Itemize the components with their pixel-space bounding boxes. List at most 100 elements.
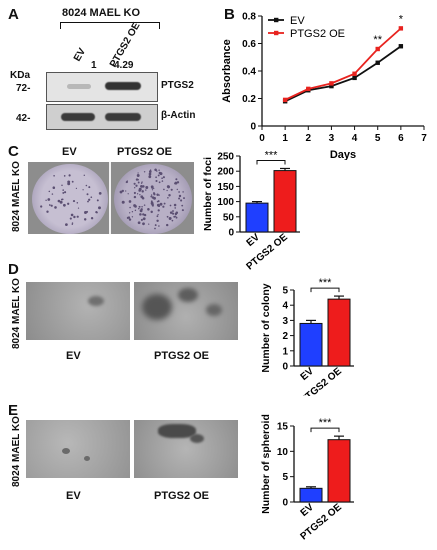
focus-dot bbox=[174, 207, 176, 209]
focus-dot bbox=[166, 223, 169, 227]
focus-dot bbox=[131, 211, 134, 213]
y-tick-label: 15 bbox=[277, 422, 289, 433]
focus-dot bbox=[136, 174, 140, 177]
spheroid-dot bbox=[158, 424, 196, 438]
focus-dot bbox=[166, 215, 169, 218]
panel-e-side-label: 8024 MAEL KO bbox=[11, 416, 22, 487]
panel-d-side-label: 8024 MAEL KO bbox=[11, 278, 22, 349]
panel-d-label-ev: EV bbox=[66, 350, 81, 362]
focus-dot bbox=[127, 193, 129, 195]
focus-dot bbox=[151, 189, 154, 191]
focus-dot bbox=[129, 212, 131, 214]
significance-bracket bbox=[310, 427, 340, 433]
bar-ptgs2 bbox=[273, 170, 297, 233]
focus-dot bbox=[137, 172, 139, 174]
y-tick-label: 0 bbox=[228, 228, 234, 239]
panel-a-header: 8024 MAEL KO bbox=[62, 7, 141, 19]
focus-dot bbox=[76, 202, 79, 204]
spheroid-dot bbox=[190, 434, 204, 443]
focus-dot bbox=[168, 193, 171, 197]
y-tick-label: 10 bbox=[277, 447, 289, 458]
focus-dot bbox=[141, 196, 145, 200]
focus-dot bbox=[140, 184, 143, 188]
focus-dot bbox=[141, 190, 144, 193]
legend-label: EV bbox=[290, 15, 305, 27]
series-line-ptgs2 bbox=[284, 27, 402, 101]
focus-dot bbox=[126, 216, 130, 220]
focus-dot bbox=[162, 176, 165, 179]
colony-blob bbox=[206, 304, 222, 316]
data-point bbox=[352, 75, 357, 81]
focus-dot bbox=[156, 193, 159, 197]
focus-dot bbox=[148, 172, 152, 176]
focus-dot bbox=[71, 222, 74, 224]
x-tick-label: 7 bbox=[421, 133, 427, 144]
focus-dot bbox=[157, 174, 160, 177]
focus-dot bbox=[147, 208, 150, 211]
foci-well-ptgs2 bbox=[114, 164, 192, 234]
focus-dot bbox=[135, 178, 139, 181]
focus-dot bbox=[156, 170, 158, 172]
focus-dot bbox=[70, 213, 74, 217]
focus-dot bbox=[159, 202, 163, 206]
focus-dot bbox=[137, 181, 140, 184]
focus-dot bbox=[159, 172, 163, 176]
focus-dot bbox=[88, 198, 91, 201]
y-tick-label: 0 bbox=[282, 362, 288, 373]
focus-dot bbox=[139, 194, 141, 196]
focus-dot bbox=[169, 211, 173, 214]
focus-dot bbox=[155, 179, 158, 183]
focus-dot bbox=[54, 206, 57, 209]
x-category-label: EV bbox=[245, 232, 263, 249]
x-tick-label: 2 bbox=[306, 133, 312, 144]
y-tick-label: 250 bbox=[217, 152, 234, 163]
focus-dot bbox=[140, 208, 143, 211]
focus-dot bbox=[135, 184, 138, 187]
focus-dot bbox=[149, 169, 152, 171]
panel-c-label-ev: EV bbox=[62, 146, 77, 158]
data-point bbox=[398, 44, 404, 49]
focus-dot bbox=[148, 175, 152, 179]
focus-dot bbox=[142, 213, 145, 216]
blot-ptgs2 bbox=[46, 72, 158, 102]
focus-dot bbox=[171, 219, 174, 222]
significance-day6: * bbox=[399, 13, 404, 25]
y-tick-label: 0 bbox=[282, 498, 288, 509]
focus-dot bbox=[170, 188, 173, 191]
focus-dot bbox=[157, 200, 160, 203]
y-tick-label: 50 bbox=[223, 212, 235, 223]
data-point bbox=[306, 86, 311, 92]
focus-dot bbox=[62, 191, 65, 194]
focus-dot bbox=[169, 204, 172, 207]
focus-dot bbox=[52, 186, 56, 189]
y-axis-title: Number of colony bbox=[260, 283, 272, 372]
focus-dot bbox=[151, 196, 155, 199]
focus-dot bbox=[166, 189, 168, 192]
focus-dot bbox=[121, 200, 125, 204]
spheroid-dot bbox=[84, 456, 90, 461]
focus-dot bbox=[183, 197, 185, 200]
focus-dot bbox=[161, 177, 163, 180]
focus-dot bbox=[143, 204, 146, 206]
focus-dot bbox=[57, 199, 61, 203]
y-tick-label: 4 bbox=[282, 301, 288, 312]
focus-dot bbox=[158, 205, 160, 207]
focus-dot bbox=[83, 174, 86, 177]
focus-dot bbox=[48, 204, 51, 206]
growth-line-chart: 0 0.2 0.4 0.6 0.8 0 1 2 3 4 5 6 7 Days Absorbance EVPTG… bbox=[221, 12, 427, 161]
focus-dot bbox=[50, 204, 53, 207]
focus-dot bbox=[90, 217, 94, 220]
focus-dot bbox=[140, 218, 143, 221]
data-point bbox=[329, 83, 334, 89]
focus-dot bbox=[167, 186, 170, 189]
focus-dot bbox=[181, 204, 184, 207]
focus-dot bbox=[139, 213, 142, 216]
panel-a-bracket bbox=[60, 22, 160, 29]
focus-dot bbox=[96, 211, 98, 214]
focus-dot bbox=[154, 168, 157, 172]
focus-dot bbox=[176, 188, 178, 191]
y-tick-label: 5 bbox=[282, 286, 288, 297]
focus-dot bbox=[71, 180, 74, 183]
focus-dot bbox=[63, 175, 66, 177]
